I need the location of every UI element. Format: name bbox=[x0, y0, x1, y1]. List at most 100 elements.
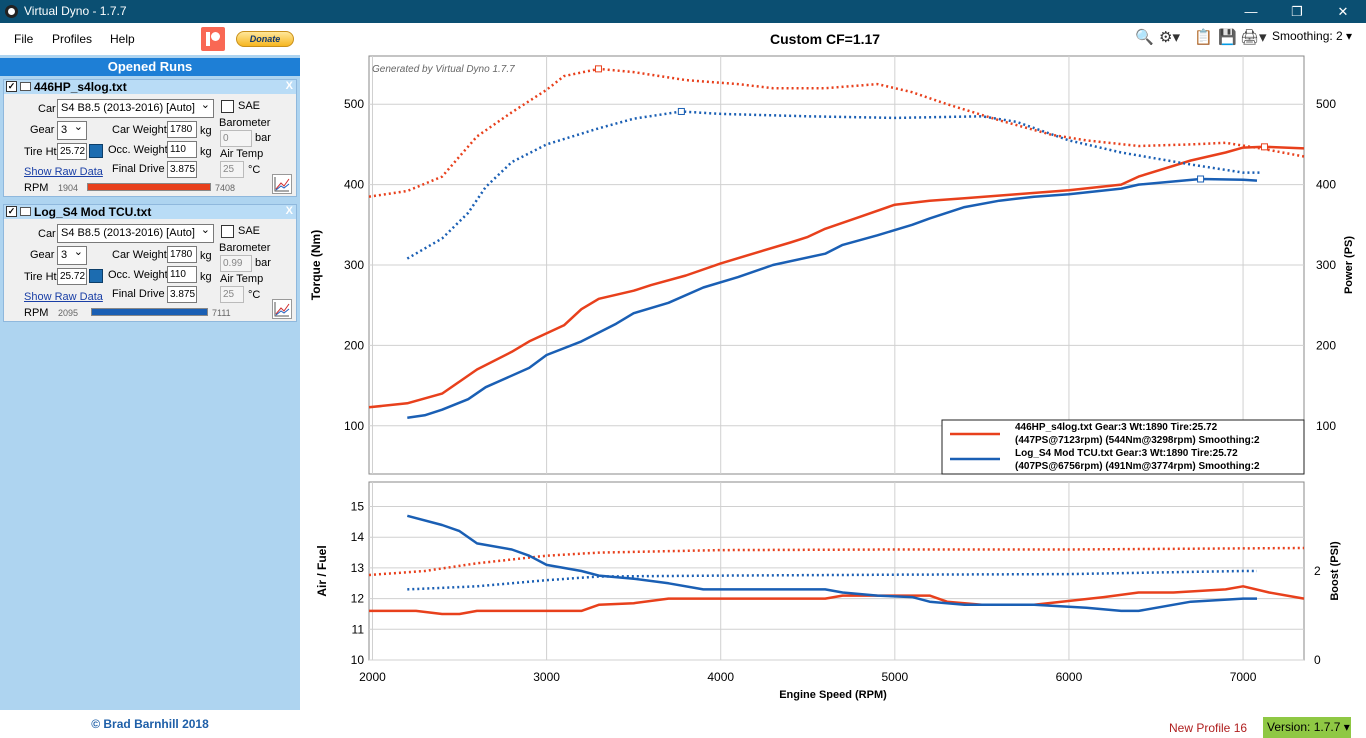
series-line bbox=[407, 177, 1258, 419]
copy-icon[interactable]: 📋 bbox=[1194, 29, 1213, 46]
degc-label: °C bbox=[248, 164, 261, 176]
legend-entry: (407PS@6756rpm) (491Nm@3774rpm) Smoothin… bbox=[1015, 461, 1260, 472]
y-tick-label: 10 bbox=[351, 653, 365, 667]
final-drive-input[interactable]: 3.875 bbox=[167, 286, 197, 303]
y2-tick-label: 500 bbox=[1316, 97, 1336, 111]
settings-dropdown-icon[interactable]: ⚙▾ bbox=[1159, 29, 1180, 46]
y2-tick-label: 2 bbox=[1314, 564, 1321, 578]
opened-runs-header: Opened Runs bbox=[0, 58, 300, 76]
version-dropdown[interactable]: Version: 1.7.7 ▾ bbox=[1263, 717, 1351, 738]
gear-select[interactable]: 3 bbox=[57, 119, 87, 140]
y-tick-label: 15 bbox=[351, 500, 365, 514]
car-weight-input[interactable]: 1780 bbox=[167, 246, 197, 263]
run-panel: ✓ Log_S4 Mod TCU.txt X Car S4 B8.5 (2013… bbox=[3, 204, 297, 322]
rpm-label: RPM bbox=[24, 182, 49, 194]
y2-tick-label: 300 bbox=[1316, 258, 1336, 272]
run-panel: ✓ 446HP_s4log.txt X Car S4 B8.5 (2013-20… bbox=[3, 79, 297, 197]
occ-weight-label: Occ. Weight bbox=[108, 144, 168, 156]
close-run-icon[interactable]: X bbox=[285, 205, 293, 217]
show-raw-data-link[interactable]: Show Raw Data bbox=[24, 291, 103, 303]
close-run-icon[interactable]: X bbox=[285, 80, 293, 92]
final-drive-label: Final Drive bbox=[112, 163, 165, 175]
run-visible-checkbox[interactable]: ✓ bbox=[6, 206, 17, 217]
gear-select[interactable]: 3 bbox=[57, 244, 87, 265]
sae-label: SAE bbox=[238, 225, 261, 237]
close-button[interactable]: ✕ bbox=[1337, 3, 1349, 19]
y-tick-label: 13 bbox=[351, 561, 365, 575]
rpm-min-value: 1904 bbox=[58, 183, 79, 193]
calculator-icon[interactable] bbox=[89, 269, 103, 283]
calculator-icon[interactable] bbox=[89, 144, 103, 158]
peak-marker bbox=[594, 65, 602, 73]
barometer-input[interactable]: 0.99 bbox=[220, 255, 252, 272]
sae-checkbox[interactable] bbox=[221, 100, 234, 113]
profile-name: New Profile 16 bbox=[1169, 721, 1248, 735]
kg-label: kg bbox=[200, 250, 212, 262]
minimize-button[interactable]: — bbox=[1244, 4, 1258, 19]
final-drive-input[interactable]: 3.875 bbox=[167, 161, 197, 178]
barometer-input[interactable]: 0 bbox=[220, 130, 252, 147]
smoothing-dropdown[interactable]: Smoothing: 2 ▾ bbox=[1272, 29, 1353, 43]
app-icon bbox=[5, 5, 18, 18]
chart-title: Custom CF=1.17 bbox=[770, 31, 881, 47]
barometer-label: Barometer bbox=[219, 117, 271, 129]
graph-icon[interactable] bbox=[272, 299, 292, 319]
rpm-range-slider[interactable] bbox=[87, 183, 211, 191]
y-tick-label: 300 bbox=[344, 258, 364, 272]
sae-checkbox[interactable] bbox=[221, 225, 234, 238]
torque-axis-label: Torque (Nm) bbox=[309, 230, 323, 300]
show-raw-data-link[interactable]: Show Raw Data bbox=[24, 166, 103, 178]
copyright-credit: © Brad Barnhill 2018 bbox=[91, 717, 209, 731]
save-icon[interactable]: 💾 bbox=[1218, 29, 1237, 46]
run-file-icon bbox=[20, 207, 31, 216]
patreon-icon[interactable] bbox=[201, 27, 225, 51]
bar-label: bar bbox=[255, 132, 271, 144]
run-name: Log_S4 Mod TCU.txt bbox=[34, 205, 152, 219]
menu-profiles[interactable]: Profiles bbox=[52, 32, 93, 46]
gear-label: Gear bbox=[30, 124, 55, 136]
kg-label: kg bbox=[200, 146, 212, 158]
window-title: Virtual Dyno - 1.7.7 bbox=[24, 4, 127, 18]
x-tick-label: 4000 bbox=[707, 670, 734, 684]
y-tick-label: 500 bbox=[344, 97, 364, 111]
donate-button[interactable]: Donate bbox=[236, 31, 294, 47]
car-select[interactable]: S4 B8.5 (2013-2016) [Auto] bbox=[57, 97, 214, 118]
peak-marker bbox=[1197, 175, 1205, 183]
x-tick-label: 3000 bbox=[533, 670, 560, 684]
zoom-icon[interactable]: 🔍 bbox=[1135, 29, 1154, 46]
maximize-button[interactable]: ❐ bbox=[1291, 3, 1303, 19]
run-file-icon bbox=[20, 82, 31, 91]
series-line bbox=[368, 67, 1305, 198]
y-tick-label: 400 bbox=[344, 178, 364, 192]
y-tick-label: 100 bbox=[344, 419, 364, 433]
car-weight-input[interactable]: 1780 bbox=[167, 121, 197, 138]
legend-entry: Log_S4 Mod TCU.txt Gear:3 Wt:1890 Tire:2… bbox=[1015, 448, 1238, 459]
smoothing-label: Smoothing: 2 bbox=[1272, 29, 1343, 43]
tire-ht-input[interactable]: 25.72 bbox=[57, 268, 87, 285]
occ-weight-input[interactable]: 110 bbox=[167, 266, 197, 283]
peak-marker bbox=[1260, 143, 1268, 151]
y-tick-label: 200 bbox=[344, 338, 364, 352]
rpm-range-slider[interactable] bbox=[91, 308, 208, 316]
graph-icon[interactable] bbox=[272, 174, 292, 194]
series-line bbox=[406, 514, 1257, 613]
car-select[interactable]: S4 B8.5 (2013-2016) [Auto] bbox=[57, 222, 214, 243]
air-temp-input[interactable]: 25 bbox=[220, 161, 244, 178]
x-tick-label: 7000 bbox=[1230, 670, 1257, 684]
menu-file[interactable]: File bbox=[14, 32, 34, 46]
title-bar: Virtual Dyno - 1.7.7 — ❐ ✕ bbox=[0, 0, 1366, 23]
series-line bbox=[407, 569, 1257, 591]
final-drive-label: Final Drive bbox=[112, 288, 165, 300]
tire-ht-input[interactable]: 25.72 bbox=[57, 143, 87, 160]
run-visible-checkbox[interactable]: ✓ bbox=[6, 81, 17, 92]
air-temp-label: Air Temp bbox=[220, 273, 264, 285]
run-header: ✓ Log_S4 Mod TCU.txt X bbox=[4, 205, 296, 219]
menu-help[interactable]: Help bbox=[110, 32, 135, 46]
y-tick-label: 11 bbox=[352, 622, 365, 636]
air-temp-input[interactable]: 25 bbox=[220, 286, 244, 303]
y2-tick-label: 100 bbox=[1316, 419, 1336, 433]
occ-weight-input[interactable]: 110 bbox=[167, 141, 197, 158]
tire-ht-label: Tire Ht bbox=[24, 271, 57, 283]
legend-entry: 446HP_s4log.txt Gear:3 Wt:1890 Tire:25.7… bbox=[1015, 422, 1218, 433]
print-dropdown-icon[interactable]: 🖨▾ bbox=[1240, 29, 1267, 46]
